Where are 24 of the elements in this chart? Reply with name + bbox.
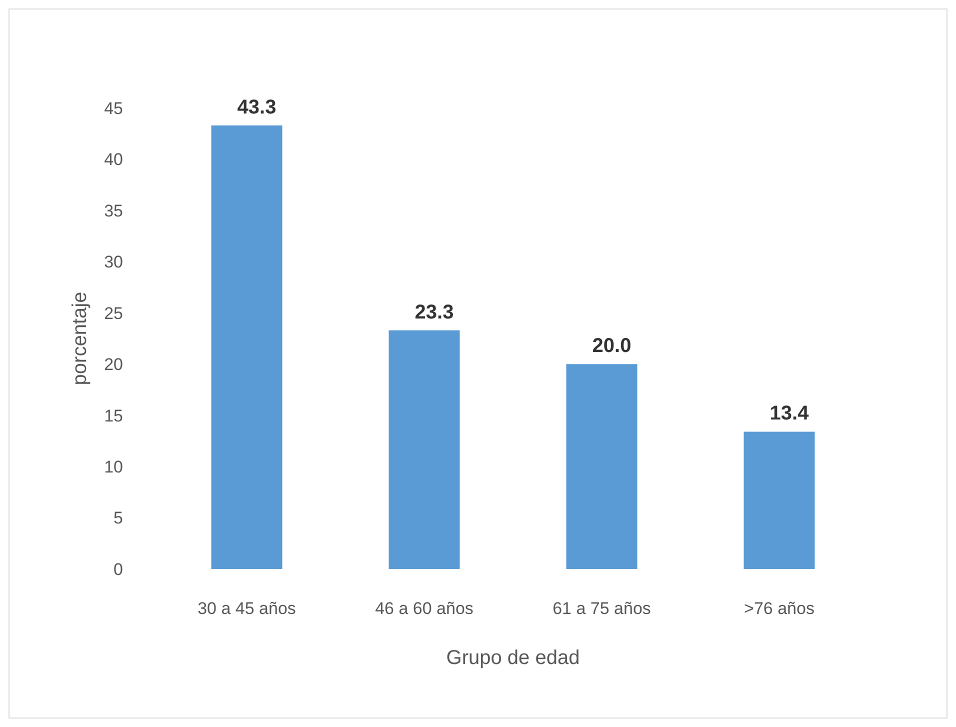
data-label: 43.3 xyxy=(237,96,276,118)
x-tick-label: >76 años xyxy=(744,599,814,618)
x-tick-label: 61 a 75 años xyxy=(552,599,651,618)
y-tick-label: 10 xyxy=(104,458,123,477)
data-label: 13.4 xyxy=(770,402,810,425)
y-tick-label: 0 xyxy=(114,560,123,579)
bar xyxy=(566,364,638,569)
y-tick-label: 30 xyxy=(104,252,123,272)
x-tick-label: 30 a 45 años xyxy=(198,599,296,618)
bar xyxy=(388,330,460,569)
data-label: 20.0 xyxy=(592,335,632,358)
y-axis-title: porcentaje xyxy=(69,292,91,386)
y-tick-label: 20 xyxy=(104,355,123,374)
x-axis-title: Grupo de edad xyxy=(446,647,580,669)
bar xyxy=(744,432,815,569)
y-tick-label: 40 xyxy=(104,150,123,170)
data-label: 23.3 xyxy=(414,301,454,324)
y-tick-label: 45 xyxy=(104,98,123,118)
y-tick-label: 25 xyxy=(104,304,123,323)
y-tick-label: 5 xyxy=(114,508,123,528)
y-tick-label: 15 xyxy=(104,406,123,426)
y-tick-label: 35 xyxy=(104,201,123,220)
x-tick-label: 46 a 60 años xyxy=(375,599,474,618)
bar xyxy=(211,125,282,569)
